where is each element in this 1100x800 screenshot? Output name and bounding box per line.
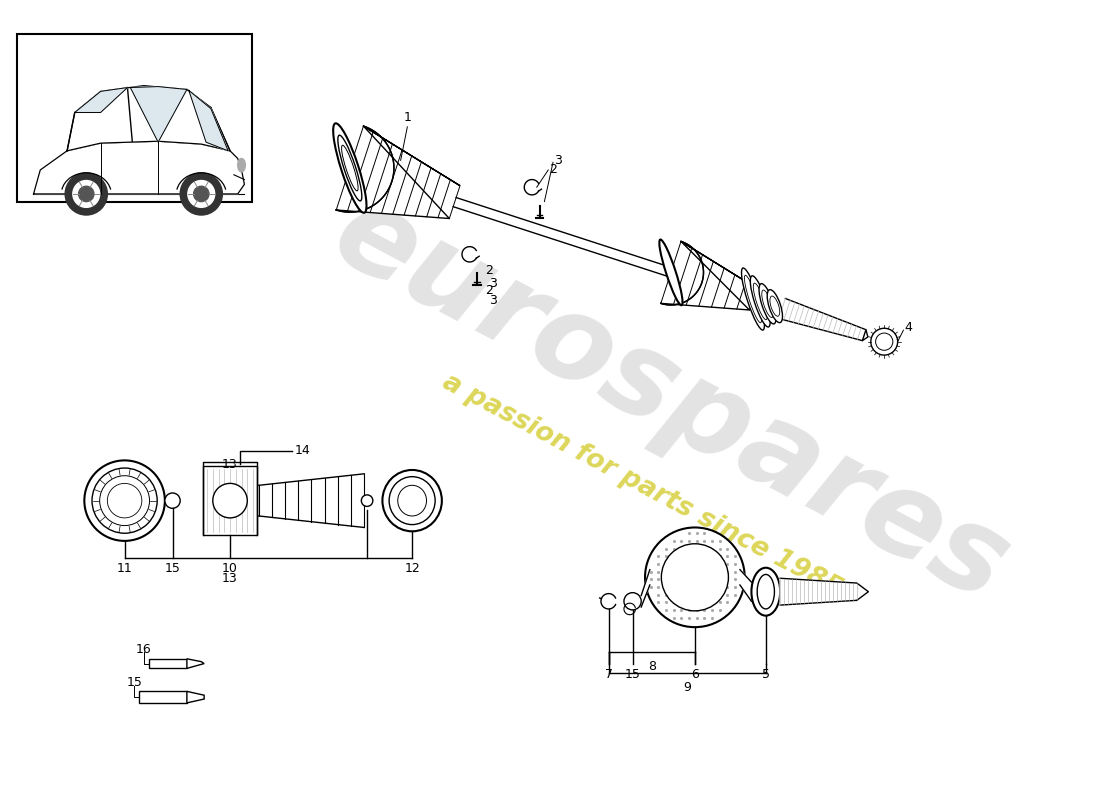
- Polygon shape: [75, 87, 128, 113]
- Ellipse shape: [745, 275, 761, 322]
- Text: 11: 11: [117, 562, 132, 575]
- Text: eurospares: eurospares: [315, 174, 1027, 626]
- Polygon shape: [862, 330, 868, 341]
- Polygon shape: [67, 86, 230, 151]
- Ellipse shape: [750, 276, 770, 327]
- Ellipse shape: [759, 284, 777, 324]
- Circle shape: [92, 468, 157, 534]
- Polygon shape: [148, 658, 187, 668]
- Circle shape: [100, 476, 150, 526]
- Ellipse shape: [659, 239, 682, 306]
- Circle shape: [180, 173, 222, 215]
- Text: 15: 15: [126, 676, 142, 690]
- Circle shape: [361, 495, 373, 506]
- Polygon shape: [187, 691, 205, 703]
- Ellipse shape: [338, 135, 362, 201]
- Ellipse shape: [238, 158, 245, 172]
- Text: 3: 3: [488, 277, 497, 290]
- Circle shape: [188, 181, 214, 207]
- Polygon shape: [131, 86, 187, 142]
- Ellipse shape: [398, 486, 427, 516]
- Text: 15: 15: [625, 668, 640, 682]
- Circle shape: [876, 333, 893, 350]
- Text: 3: 3: [488, 294, 497, 307]
- Circle shape: [65, 173, 108, 215]
- Circle shape: [194, 186, 209, 202]
- Bar: [204, 466, 257, 535]
- Text: 15: 15: [165, 562, 180, 575]
- Ellipse shape: [770, 296, 780, 316]
- Text: 7: 7: [605, 668, 613, 682]
- Ellipse shape: [762, 290, 773, 318]
- Text: 10: 10: [222, 562, 238, 575]
- Text: 2: 2: [549, 163, 557, 177]
- Circle shape: [108, 483, 142, 518]
- Circle shape: [661, 544, 728, 611]
- Text: 4: 4: [904, 321, 912, 334]
- Text: 2: 2: [485, 264, 493, 277]
- Text: 1: 1: [404, 111, 411, 124]
- Polygon shape: [337, 126, 460, 218]
- Ellipse shape: [334, 124, 366, 212]
- Text: 13: 13: [222, 571, 238, 585]
- Polygon shape: [661, 242, 757, 310]
- Ellipse shape: [342, 146, 359, 191]
- Text: 16: 16: [136, 642, 152, 656]
- Text: 6: 6: [691, 668, 698, 682]
- Text: 13: 13: [222, 458, 238, 470]
- Text: 12: 12: [405, 562, 420, 575]
- Circle shape: [165, 493, 180, 508]
- Circle shape: [624, 593, 641, 610]
- Text: 5: 5: [762, 668, 770, 682]
- Polygon shape: [189, 90, 228, 151]
- Ellipse shape: [383, 470, 442, 531]
- Polygon shape: [780, 578, 868, 605]
- Polygon shape: [740, 570, 751, 602]
- Circle shape: [73, 181, 100, 207]
- Ellipse shape: [767, 290, 782, 322]
- Text: 8: 8: [648, 660, 656, 673]
- Text: 9: 9: [683, 681, 691, 694]
- Polygon shape: [641, 570, 650, 607]
- Ellipse shape: [754, 283, 767, 320]
- Circle shape: [871, 328, 898, 355]
- Circle shape: [85, 460, 165, 541]
- Text: a passion for parts since 1985: a passion for parts since 1985: [438, 370, 846, 603]
- Polygon shape: [453, 198, 672, 277]
- Text: 14: 14: [294, 444, 310, 458]
- Polygon shape: [139, 691, 187, 703]
- Circle shape: [78, 186, 94, 202]
- Bar: [18, 34, 252, 202]
- Text: 3: 3: [554, 154, 562, 167]
- Polygon shape: [187, 658, 205, 668]
- Ellipse shape: [389, 477, 436, 525]
- Text: 2: 2: [485, 284, 493, 298]
- Polygon shape: [33, 142, 244, 194]
- Polygon shape: [779, 298, 866, 341]
- Ellipse shape: [751, 568, 780, 616]
- Ellipse shape: [741, 268, 764, 330]
- Ellipse shape: [333, 123, 366, 213]
- Circle shape: [645, 527, 745, 627]
- Ellipse shape: [757, 574, 774, 609]
- Circle shape: [212, 483, 248, 518]
